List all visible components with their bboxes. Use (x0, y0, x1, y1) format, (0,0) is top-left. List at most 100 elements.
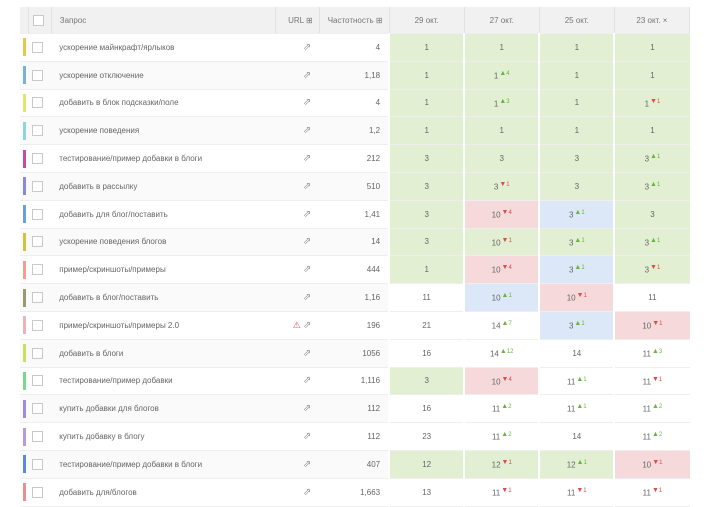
query-text[interactable]: добавить в блоги (51, 339, 276, 368)
position-value: 10 (491, 238, 501, 248)
table-row[interactable]: добавить в рассылку ⇗ 510 3 3▼1 3 3▲1 (20, 172, 690, 201)
row-checkbox[interactable] (32, 236, 44, 248)
position-value: 1 (499, 42, 504, 52)
table-row[interactable]: добавить в блоги ⇗ 1056 16 14▲12 14 11▲3 (20, 339, 690, 368)
table-row[interactable]: тестирование/пример добавки в блоги ⇗ 407 1… (20, 450, 690, 479)
frequency-value: 4 (319, 89, 390, 118)
external-link-icon[interactable]: ⇗ (302, 319, 312, 331)
row-checkbox[interactable] (32, 347, 44, 359)
row-color-cell (20, 61, 29, 90)
query-text[interactable]: тестирование/пример добавки в блоги (51, 144, 276, 173)
external-link-icon[interactable]: ⇗ (302, 153, 312, 165)
row-checkbox[interactable] (32, 125, 44, 137)
row-color-marker (23, 455, 26, 474)
row-checkbox[interactable] (32, 153, 44, 165)
header-frequency[interactable]: Частотность ⊞ (319, 7, 390, 34)
select-all-checkbox[interactable] (32, 14, 44, 26)
table-row[interactable]: добавить в блок подсказки/поле ⇗ 4 1 1▲3 1 1▼1 (20, 89, 690, 118)
header-period-1[interactable]: 29 окт. (389, 7, 465, 34)
row-color-cell (20, 200, 29, 229)
table-row[interactable]: ускорение поведения ⇗ 1,2 1 1 1 1 (20, 116, 690, 146)
header-period-3[interactable]: 25 окт. (539, 7, 615, 34)
query-text[interactable]: ускорение отключение (51, 61, 276, 90)
table-row[interactable]: ускорение отключение ⇗ 1,18 1 1▲4 1 1 (20, 61, 690, 90)
arrow-up-icon: ▲ (501, 403, 509, 411)
row-checkbox[interactable] (32, 458, 44, 470)
header-period-4[interactable]: 23 окт. × (614, 7, 691, 34)
arrow-up-icon: ▲ (501, 320, 509, 328)
row-checkbox[interactable] (32, 41, 44, 53)
external-link-icon[interactable]: ⇗ (302, 347, 312, 359)
external-link-icon[interactable]: ⇗ (302, 97, 312, 109)
row-checkbox[interactable] (32, 319, 44, 331)
external-link-icon[interactable]: ⇗ (302, 236, 312, 248)
row-checkbox[interactable] (32, 97, 44, 109)
row-checkbox[interactable] (32, 403, 44, 415)
query-text[interactable]: тестирование/пример добавки в блоги (51, 450, 276, 479)
external-link-icon[interactable]: ⇗ (302, 208, 312, 220)
position-value: 21 (422, 320, 432, 330)
position-value: 3 (644, 238, 650, 248)
external-link-icon[interactable]: ⇗ (302, 458, 312, 470)
query-text[interactable]: добавить в блок подсказки/поле (51, 89, 276, 118)
query-text[interactable]: пример/скриншоты/примеры 2.0 (51, 311, 276, 340)
header-query[interactable]: Запрос (51, 7, 276, 34)
table-row[interactable]: пример/скриншоты/примеры 2.0 ⚠ ⇗ 196 21 14▲7 3… (20, 311, 690, 340)
external-link-icon[interactable]: ⇗ (302, 125, 312, 137)
query-text[interactable]: добавить в рассылку (51, 172, 276, 201)
position-value: 3 (644, 154, 650, 164)
query-text[interactable]: добавить для/блогов (51, 478, 276, 507)
external-link-icon[interactable]: ⇗ (302, 375, 312, 387)
table-row[interactable]: добавить для/блогов ⇗ 1,663 13 11▼1 11▼1 11▼1 (20, 478, 690, 507)
query-text[interactable]: ускорение поведения (51, 116, 276, 146)
row-checkbox[interactable] (32, 486, 44, 498)
external-link-icon[interactable]: ⇗ (302, 431, 312, 443)
table-row[interactable]: купить добавки для блогов ⇗ 112 16 11▲2 11▲1 1… (20, 394, 690, 424)
table-row[interactable]: ускорение поведения блогов ⇗ 14 3 10▼1 3▲1 3▲1 (20, 228, 690, 257)
frequency-value: 112 (319, 422, 390, 451)
row-checkbox[interactable] (32, 180, 44, 192)
row-color-cell (20, 339, 29, 368)
frequency-value: 1,41 (319, 200, 390, 229)
table-row[interactable]: ускорение майнкрафт/ярлыков ⇗ 4 1 1 1 1 (20, 33, 690, 62)
row-checkbox[interactable] (32, 264, 44, 276)
table-row[interactable]: добавить в блог/поставить ⇗ 1,16 11 10▲1 10▼1… (20, 283, 690, 312)
position-cell: 1 (388, 255, 465, 285)
table-row[interactable]: купить добавку в блогу ⇗ 112 23 11▲2 14 11▲2 (20, 422, 690, 451)
query-text[interactable]: купить добавки для блогов (51, 394, 276, 424)
external-link-icon[interactable]: ⇗ (302, 180, 312, 192)
row-checkbox[interactable] (32, 292, 44, 304)
url-cell: ⇗ (275, 367, 320, 396)
external-link-icon[interactable]: ⇗ (302, 69, 312, 81)
query-text[interactable]: добавить в блог/поставить (51, 283, 276, 312)
row-checkbox[interactable] (32, 208, 44, 220)
table-row[interactable]: пример/скриншоты/примеры ⇗ 444 1 10▼4 3▲1 3▼1 (20, 255, 690, 285)
row-color-marker (23, 260, 26, 279)
table-row[interactable]: тестирование/пример добавки в блоги ⇗ 212 3… (20, 144, 690, 173)
row-color-cell (20, 283, 29, 312)
query-text[interactable]: купить добавку в блогу (51, 422, 276, 451)
position-value: 1 (499, 126, 504, 136)
query-text[interactable]: пример/скриншоты/примеры (51, 255, 276, 285)
query-text[interactable]: тестирование/пример добавки (51, 367, 276, 396)
query-text[interactable]: ускорение майнкрафт/ярлыков (51, 33, 276, 62)
query-text[interactable]: добавить для блог/поставить (51, 200, 276, 229)
frequency-value: 1,116 (319, 367, 390, 396)
table-row[interactable]: тестирование/пример добавки ⇗ 1,116 3 10▼4 11… (20, 367, 690, 396)
external-link-icon[interactable]: ⇗ (302, 264, 312, 276)
external-link-icon[interactable]: ⇗ (302, 292, 312, 304)
table-row[interactable]: добавить для блог/поставить ⇗ 1,41 3 10▼4 3▲1… (20, 200, 690, 229)
query-text[interactable]: ускорение поведения блогов (51, 228, 276, 257)
external-link-icon[interactable]: ⇗ (302, 403, 312, 415)
external-link-icon[interactable]: ⇗ (302, 486, 312, 498)
positions-table-container: Запрос URL ⊞ Частотность ⊞ 29 окт. 27 ок… (20, 7, 691, 507)
url-cell: ⇗ (275, 255, 320, 285)
position-delta: 1 (583, 376, 587, 383)
external-link-icon[interactable]: ⇗ (302, 41, 312, 53)
header-period-2[interactable]: 27 окт. (464, 7, 540, 34)
row-checkbox[interactable] (32, 431, 44, 443)
position-cell: 14 (538, 339, 615, 368)
header-url[interactable]: URL ⊞ (275, 7, 320, 34)
row-checkbox[interactable] (32, 375, 44, 387)
row-checkbox[interactable] (32, 69, 44, 81)
